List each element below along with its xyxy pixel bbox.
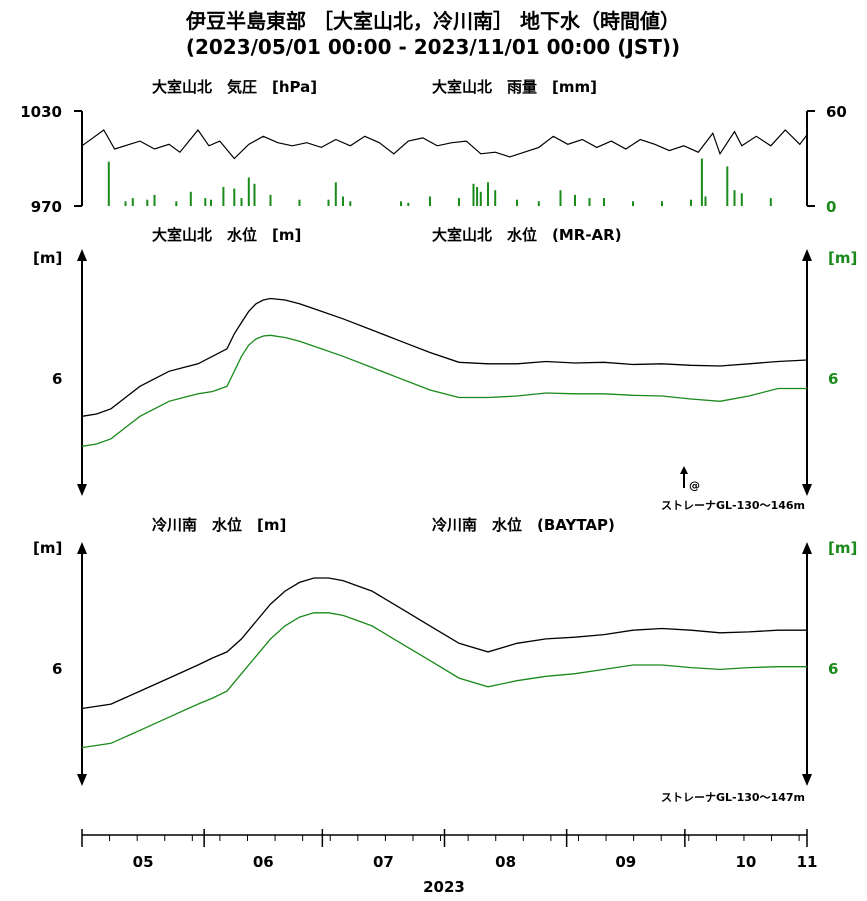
rain-bar bbox=[700, 158, 703, 206]
rain-bar bbox=[559, 190, 562, 206]
rain-bar bbox=[342, 196, 344, 206]
rain-bar bbox=[146, 199, 149, 206]
hiekawa-tick-right: 6 bbox=[828, 660, 838, 678]
pressure-tick-min: 970 bbox=[31, 198, 62, 216]
hiekawa-right-arrow bbox=[802, 542, 812, 786]
rain-bar bbox=[327, 199, 330, 206]
rain-bar bbox=[603, 198, 605, 206]
rain-bar bbox=[769, 198, 772, 206]
rain-bar bbox=[537, 201, 540, 207]
rain-bar bbox=[632, 201, 634, 207]
rain-bar bbox=[153, 194, 156, 206]
rain-bar bbox=[124, 201, 127, 207]
time-month-label: 09 bbox=[615, 853, 636, 871]
time-month-label: 06 bbox=[253, 853, 274, 871]
time-axis: 05 06 07 08 09 10 11 2023 bbox=[81, 829, 818, 896]
time-ticks: 05 06 07 08 09 10 11 bbox=[81, 829, 818, 871]
panel-pressure-rain: 大室山北 気圧 [hPa] 大室山北 雨量 [mm] 1030 970 60 0 bbox=[20, 78, 847, 216]
hiekawa-series-green bbox=[81, 612, 807, 749]
time-month-label: 05 bbox=[133, 853, 154, 871]
event-marker: @ bbox=[680, 466, 700, 492]
rain-bar bbox=[429, 196, 431, 206]
omuroyama-series-green bbox=[81, 334, 807, 447]
time-month-label: 10 bbox=[735, 853, 756, 871]
rain-bar bbox=[298, 199, 301, 206]
hiekawa-unit-left: [m] bbox=[33, 539, 62, 557]
rain-bar bbox=[247, 177, 250, 206]
rain-bar bbox=[204, 198, 207, 206]
omuroyama-screen-note: ストレーナGL-130〜146m bbox=[661, 499, 805, 512]
chart-subtitle: (2023/05/01 00:00 - 2023/11/01 00:00 (JS… bbox=[186, 35, 680, 59]
rain-bar bbox=[487, 182, 489, 207]
hiekawa-screen-note: ストレーナGL-130〜147m bbox=[661, 791, 805, 804]
rain-tick-min: 0 bbox=[826, 198, 836, 216]
rain-tick-max: 60 bbox=[826, 103, 847, 121]
time-axis-year: 2023 bbox=[423, 878, 465, 896]
omuroyama-tick-right: 6 bbox=[828, 370, 838, 388]
omuroyama-series-black bbox=[81, 297, 808, 417]
rain-bar bbox=[726, 166, 729, 206]
rain-bar bbox=[189, 191, 192, 207]
omuroyama-mrar-label: 大室山北 水位 (MR-AR) bbox=[432, 226, 622, 244]
chart-title: 伊豆半島東部 ［大室山北，冷川南］ 地下水（時間値） bbox=[185, 9, 680, 33]
rain-bar bbox=[704, 196, 707, 206]
omuroyama-left-arrow bbox=[77, 249, 87, 496]
omuroyama-water-label: 大室山北 水位 [m] bbox=[152, 226, 301, 244]
hiekawa-tick-left: 6 bbox=[52, 660, 62, 678]
rain-bar bbox=[740, 193, 743, 206]
hiekawa-left-arrow bbox=[77, 542, 87, 786]
pressure-tick-max: 1030 bbox=[20, 103, 62, 121]
rain-bar bbox=[494, 190, 497, 206]
rain-bar bbox=[661, 201, 663, 207]
rain-bar bbox=[479, 191, 482, 207]
time-month-label: 07 bbox=[373, 853, 394, 871]
rain-label: 大室山北 雨量 [mm] bbox=[432, 78, 597, 96]
omuroyama-unit-right: [m] bbox=[828, 249, 857, 267]
rain-bar bbox=[131, 198, 134, 206]
rain-bar bbox=[476, 187, 479, 206]
rain-bars bbox=[107, 158, 772, 207]
pressure-series-line bbox=[81, 129, 808, 160]
rain-bar bbox=[574, 194, 576, 206]
hiekawa-series-black bbox=[81, 577, 807, 710]
rain-bar bbox=[253, 183, 256, 206]
rain-bar bbox=[458, 198, 460, 206]
rain-bar bbox=[233, 188, 236, 206]
rain-bar bbox=[588, 198, 591, 206]
rain-bar bbox=[472, 183, 475, 206]
rain-bar bbox=[400, 201, 402, 207]
time-month-label: 08 bbox=[495, 853, 516, 871]
hiekawa-unit-right: [m] bbox=[828, 539, 857, 557]
event-marker-label: @ bbox=[689, 479, 700, 492]
panel-omuroyama-water: 大室山北 水位 [m] 大室山北 水位 (MR-AR) [m] [m] 6 6 … bbox=[33, 226, 857, 512]
hiekawa-baytap-label: 冷川南 水位 (BAYTAP) bbox=[432, 516, 615, 534]
panel-hiekawa-water: 冷川南 水位 [m] 冷川南 水位 (BAYTAP) [m] [m] 6 6 ス… bbox=[33, 516, 857, 804]
rain-bar bbox=[240, 198, 243, 206]
rain-bar bbox=[690, 199, 692, 206]
omuroyama-tick-left: 6 bbox=[52, 370, 62, 388]
rain-bar bbox=[210, 199, 212, 206]
omuroyama-right-arrow bbox=[802, 249, 812, 496]
rain-bar bbox=[269, 194, 272, 206]
hiekawa-water-label: 冷川南 水位 [m] bbox=[152, 516, 286, 534]
rain-bar bbox=[175, 201, 178, 207]
rain-bar bbox=[334, 182, 337, 207]
pressure-label: 大室山北 気圧 [hPa] bbox=[152, 78, 317, 96]
rain-bar bbox=[516, 199, 518, 206]
rain-bar bbox=[733, 190, 736, 206]
omuroyama-unit-left: [m] bbox=[33, 249, 62, 267]
rain-bar bbox=[107, 161, 110, 206]
rain-bar bbox=[407, 202, 410, 206]
rain-bar bbox=[349, 201, 352, 207]
rain-bar bbox=[222, 187, 225, 206]
time-month-label: 11 bbox=[797, 853, 818, 871]
